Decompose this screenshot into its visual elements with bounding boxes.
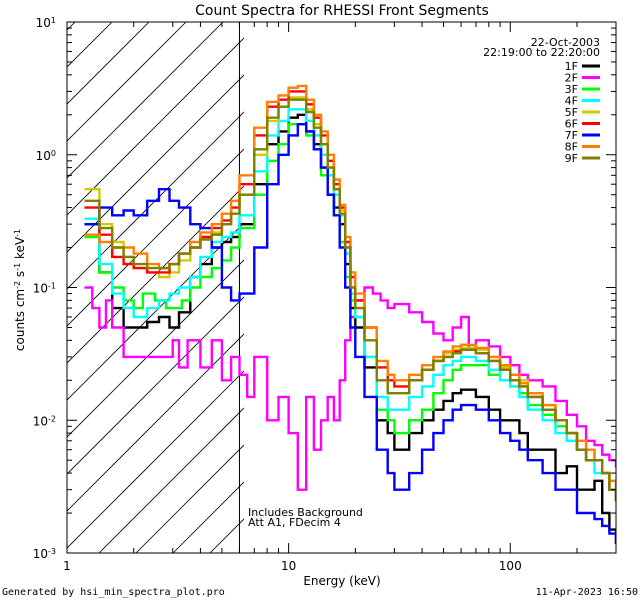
date-label: 22-Oct-2003 [531,36,600,49]
y-label-part: s [13,271,27,281]
series-line-4F [84,108,616,502]
legend-label-6F: 6F [565,118,578,131]
series-line-5F [84,96,616,502]
hatch-line [67,148,244,327]
y-tick-exponent: 1 [51,16,56,25]
hatch-line [0,0,67,553]
y-tick-label: 10-2 [33,414,56,429]
time-range-label: 22:19:00 to 22:20:00 [483,46,600,59]
plot-frame [66,21,617,554]
legend-label-4F: 4F [565,95,578,108]
chart-title: Count Spectra for RHESSI Front Segments [195,3,489,19]
y-tick-exponent: 0 [51,148,56,157]
series-layer [84,84,616,544]
hatch-line [67,111,244,290]
y-tick-label: 10-1 [33,281,56,296]
series-line-3F [84,123,616,502]
x-tick-label: 10 [281,559,296,573]
y-label-exp: -1 [13,229,22,237]
footer-timestamp: 11-Apr-2023 16:50 [536,587,638,598]
y-label-part: counts cm [13,289,27,351]
annotation-attenuator: Att A1, FDecim 4 [248,516,341,529]
x-axis-ticks: 1 10 100 [63,22,617,573]
series-line-7F [84,123,616,544]
y-tick-label: 10-3 [33,547,56,562]
y-label-exp: -1 [13,263,22,271]
hatch-line [67,296,244,475]
hatch-line [67,22,150,105]
x-tick-label: 1 [63,559,71,573]
legend-label-1F: 1F [565,60,578,73]
legend-label-3F: 3F [565,83,578,96]
legend-label-2F: 2F [565,72,578,85]
y-tick-label: 101 [36,16,56,31]
series-line-9F [84,98,616,502]
y-axis-label: counts cm-2 s-1 keV-1 [13,229,28,351]
hatch-line [67,222,244,401]
y-tick-exponent: -1 [48,281,56,290]
legend-label-8F: 8F [565,141,578,154]
hatch-line [67,74,244,253]
legend-label-7F: 7F [565,129,578,142]
hatch-line [67,333,244,512]
y-tick-exponent: -2 [48,414,56,423]
y-label-part: keV [13,236,27,263]
annotation-background: Includes Background [248,506,363,519]
legend-label-5F: 5F [565,106,578,119]
legend-label-9F: 9F [565,152,578,165]
x-axis-label: Energy (keV) [303,574,380,588]
footer-generated: Generated by hsi_min_spectra_plot.pro [2,587,225,598]
hatch-region [0,0,244,553]
series-line-6F [84,90,616,502]
hatch-line [67,22,187,142]
y-label-exp: -2 [13,281,22,289]
y-tick-label: 100 [36,148,56,163]
hatch-line [67,370,244,549]
hatch-line [98,407,244,553]
hatch-line [67,22,224,179]
y-tick-exponent: -3 [48,547,56,556]
hatch-line [67,259,244,438]
x-tick-label: 100 [499,559,522,573]
hatch-line [135,444,244,553]
hatch-line [67,37,244,216]
